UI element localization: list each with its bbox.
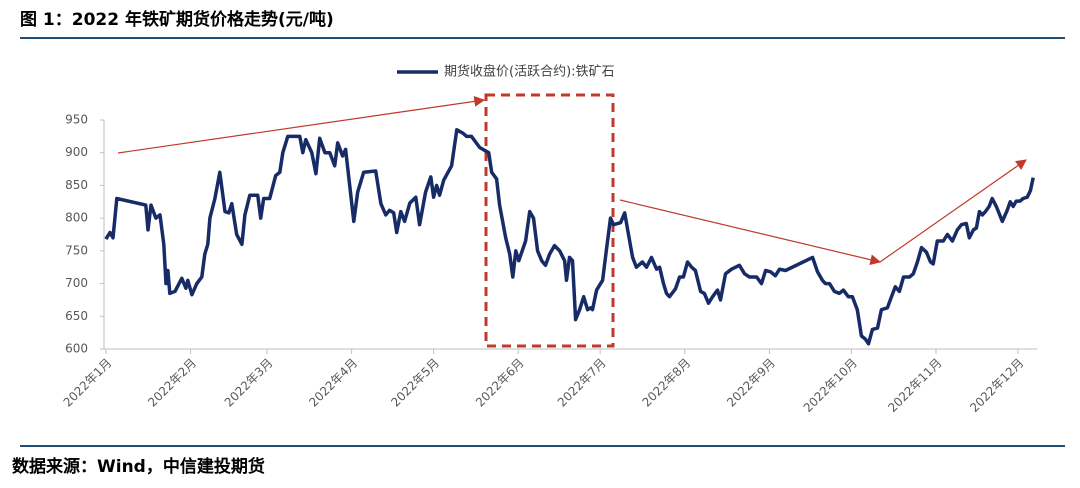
trend-arrow (117, 96, 486, 154)
x-tick-label: 2022年11月 (885, 356, 944, 415)
x-tick-label: 2022年10月 (801, 356, 860, 415)
y-tick-label: 950 (65, 113, 88, 127)
y-tick-label: 650 (65, 309, 88, 323)
chart-title: 图 1：2022 年铁矿期货价格走势(元/吨) (20, 9, 334, 30)
y-tick-label: 600 (65, 342, 88, 356)
x-tick-label: 2022年12月 (967, 356, 1026, 415)
y-tick-label: 750 (65, 243, 88, 257)
y-tick-label: 700 (65, 276, 88, 290)
y-tick-label: 850 (65, 178, 88, 192)
y-tick-label: 800 (65, 211, 88, 225)
series-line (104, 128, 1035, 346)
x-tick-label: 2022年9月 (724, 356, 778, 410)
trend-arrow (879, 159, 1027, 263)
x-tick-label: 2022年7月 (555, 356, 609, 410)
source-note: 数据来源：Wind，中信建投期货 (12, 456, 265, 477)
annotations (117, 93, 1027, 348)
y-tick-label: 900 (65, 145, 88, 159)
highlight-box (484, 93, 615, 348)
legend-label: 期货收盘价(活跃合约):铁矿石 (444, 64, 615, 80)
x-tick-label: 2022年2月 (145, 356, 199, 410)
x-tick-label: 2022年5月 (388, 356, 442, 410)
x-tick-label: 2022年8月 (639, 356, 693, 410)
x-tick-label: 2022年3月 (222, 356, 276, 410)
x-tick-label: 2022年1月 (61, 356, 115, 410)
x-tick-label: 2022年6月 (473, 356, 527, 410)
trend-arrow (619, 199, 882, 265)
x-tick-label: 2022年4月 (306, 356, 360, 410)
